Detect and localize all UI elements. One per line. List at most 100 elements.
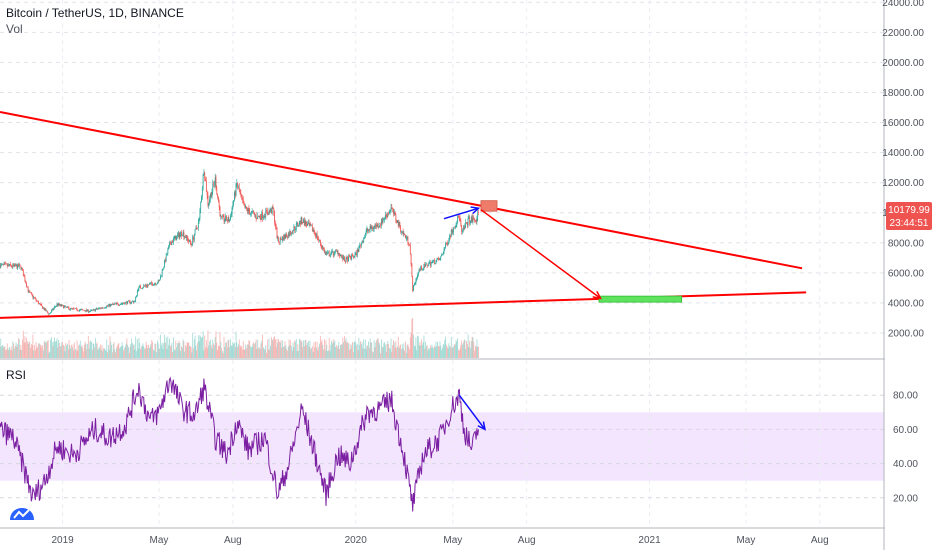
volume-bar — [393, 340, 394, 358]
volume-bar — [181, 347, 183, 358]
candle-body — [279, 237, 281, 243]
candle-body — [103, 307, 104, 309]
candle-body — [261, 212, 263, 220]
chart-title: Bitcoin / TetherUS, 1D, BINANCE — [6, 6, 184, 20]
candle-body — [45, 308, 47, 312]
candle-body — [329, 255, 331, 257]
volume-bar — [304, 340, 306, 358]
candle-body — [166, 254, 168, 255]
volume-bar — [25, 342, 27, 358]
volume-bar — [68, 340, 70, 358]
candle-body — [63, 306, 65, 309]
candle-body — [87, 309, 89, 313]
volume-bar — [63, 344, 64, 358]
time-tick-label: Aug — [518, 535, 536, 546]
volume-bar — [450, 336, 452, 358]
volume-bar — [22, 330, 24, 358]
candle-body — [319, 240, 320, 241]
volume-bar — [111, 344, 113, 358]
tradingview-logo-icon[interactable] — [6, 500, 38, 526]
volume-bar — [362, 348, 364, 358]
candle-body — [13, 264, 15, 266]
time-tick-label: 2020 — [345, 535, 368, 546]
volume-bar — [185, 346, 187, 358]
candle-body — [454, 228, 455, 229]
candle-body — [346, 257, 348, 259]
candle-body — [345, 257, 347, 263]
volume-bar — [43, 342, 45, 358]
candle-body — [14, 264, 15, 266]
candle-body — [303, 219, 305, 226]
volume-bar — [128, 347, 129, 358]
candle-body — [72, 308, 74, 309]
candle-body — [26, 286, 28, 288]
volume-bar — [357, 350, 359, 358]
candle-body — [445, 242, 447, 248]
volume-bar — [163, 343, 165, 358]
candle-body — [2, 263, 3, 265]
candle-body — [216, 188, 218, 194]
volume-bar — [315, 341, 316, 358]
candle-body — [50, 310, 52, 313]
candle-body — [241, 194, 243, 198]
candle-body — [248, 208, 250, 212]
candle-body — [58, 303, 60, 306]
candle-body — [422, 268, 424, 270]
volume-bar — [434, 346, 436, 358]
volume-bar — [468, 346, 470, 358]
volume-bar — [356, 343, 358, 358]
volume-bar — [349, 343, 351, 358]
volume-bar — [427, 350, 429, 358]
candle-body — [123, 303, 125, 304]
volume-bar — [156, 340, 158, 358]
candle-body — [402, 231, 404, 235]
candle-body — [279, 241, 280, 243]
volume-bar — [125, 343, 127, 358]
candle-body — [373, 226, 375, 229]
candle-body — [38, 301, 39, 305]
candle-body — [451, 230, 453, 233]
volume-bar — [208, 345, 210, 358]
candle-body — [144, 285, 146, 287]
volume-bar — [177, 343, 178, 358]
candle-body — [234, 192, 235, 201]
candle-body — [185, 236, 186, 238]
candle-body — [371, 227, 373, 229]
volume-bar — [279, 341, 280, 358]
candle-body — [51, 309, 53, 311]
candle-body — [351, 254, 353, 260]
volume-bar — [236, 342, 238, 358]
candle-body — [220, 216, 222, 217]
candle-body — [417, 275, 418, 279]
candle-body — [50, 312, 51, 314]
candle-body — [249, 211, 251, 215]
volume-bar — [100, 349, 102, 358]
candle-body — [474, 220, 476, 222]
volume-bar — [206, 348, 208, 358]
volume-bar — [361, 342, 363, 358]
volume-bar — [283, 346, 285, 358]
candle-body — [112, 303, 114, 305]
volume-bar — [414, 346, 416, 358]
volume-bar — [418, 345, 420, 358]
candle-body — [111, 304, 113, 305]
candle-body — [116, 303, 117, 304]
candle-body — [237, 183, 239, 188]
volume-bar — [171, 342, 173, 358]
volume-bar — [74, 342, 76, 358]
candle-body — [306, 224, 308, 226]
volume-bar — [273, 337, 275, 358]
volume-bar — [107, 345, 109, 358]
volume-bar — [72, 344, 74, 358]
volume-bar — [246, 348, 247, 358]
candle-body — [23, 276, 25, 277]
candle-body — [54, 306, 55, 309]
candle-body — [266, 210, 267, 211]
volume-bar — [473, 341, 475, 358]
volume-bar — [87, 336, 89, 358]
candle-body — [0, 264, 2, 268]
volume-bar — [119, 348, 121, 358]
candle-body — [44, 308, 46, 310]
volume-bar — [402, 349, 404, 358]
